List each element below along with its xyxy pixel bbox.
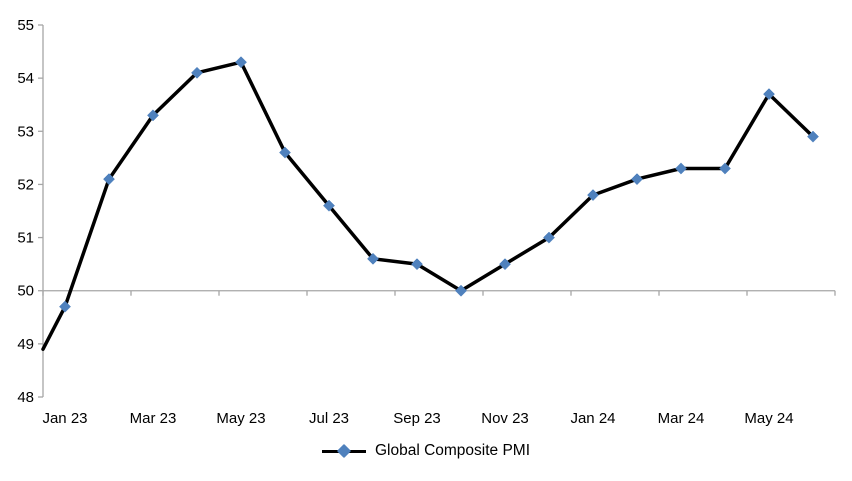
data-point-marker [675,162,687,175]
data-point-marker [411,258,423,270]
data-point-marker [59,300,71,313]
data-point-marker [543,231,555,244]
legend: Global Composite PMI [0,438,852,464]
legend-diamond-icon [336,443,352,459]
y-tick-label: 49 [17,336,34,353]
data-point-marker [279,146,291,159]
y-tick-label: 54 [17,70,34,87]
y-tick-label: 55 [17,17,34,34]
x-tick-label: Jan 23 [42,410,87,427]
x-tick-label: Sep 23 [393,410,441,427]
x-tick-label: Jul 23 [309,410,349,427]
data-point-marker [587,189,599,201]
x-tick-label: Jan 24 [570,410,615,427]
data-point-marker [763,88,775,100]
data-point-marker [455,284,467,297]
x-tick-label: Nov 23 [481,410,529,427]
data-point-marker [103,173,115,185]
x-tick-label: Mar 24 [658,410,705,427]
data-point-marker [499,258,511,270]
data-point-marker [807,130,819,143]
y-tick-label: 53 [17,123,34,140]
y-tick-label: 52 [17,176,34,193]
legend-line-marker-sample [321,443,366,459]
y-tick-label: 51 [17,230,34,247]
y-tick-label: 48 [17,389,34,406]
data-point-marker [719,162,731,175]
x-tick-label: May 24 [744,410,793,427]
data-point-marker [631,173,643,185]
data-point-marker [235,56,247,69]
data-point-marker [147,109,159,122]
x-tick-label: Mar 23 [130,410,177,427]
x-tick-label: May 23 [216,410,265,427]
y-tick-label: 50 [17,283,34,300]
data-point-marker [323,199,335,212]
data-point-marker [191,66,203,79]
legend-label: Global Composite PMI [374,442,531,459]
data-point-marker [367,252,379,265]
pmi-series-line [41,60,815,351]
